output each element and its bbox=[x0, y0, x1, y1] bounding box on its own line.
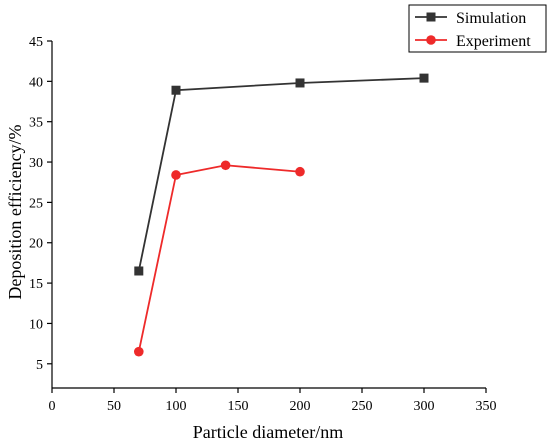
y-axis-label: Deposition efficiency/% bbox=[5, 124, 25, 299]
y-tick-label: 15 bbox=[29, 277, 43, 292]
legend-label-simulation: Simulation bbox=[456, 10, 526, 27]
data-point-simulation bbox=[134, 266, 144, 276]
series-line-simulation bbox=[137, 77, 425, 272]
x-tick-label: 200 bbox=[290, 399, 311, 414]
x-tick-label: 250 bbox=[352, 399, 373, 414]
legend-label-experiment: Experiment bbox=[456, 33, 531, 50]
series-line-experiment bbox=[137, 164, 301, 352]
legend-marker-simulation bbox=[426, 12, 436, 22]
legend: Simulation Experiment bbox=[408, 4, 547, 53]
series-layer bbox=[134, 73, 429, 357]
y-tick-label: 5 bbox=[36, 358, 43, 373]
data-point-simulation bbox=[419, 73, 429, 83]
y-tick-label: 45 bbox=[29, 35, 43, 50]
y-tick-label: 40 bbox=[29, 75, 43, 90]
data-point-simulation bbox=[295, 78, 305, 88]
data-point-simulation bbox=[171, 85, 181, 95]
data-point-experiment bbox=[134, 346, 144, 357]
y-tick-label: 30 bbox=[29, 156, 43, 171]
y-tick-label: 25 bbox=[29, 196, 43, 211]
y-tick-label: 10 bbox=[29, 317, 43, 332]
x-tick-label: 300 bbox=[414, 399, 435, 414]
x-tick-label: 350 bbox=[476, 399, 497, 414]
x-tick-label: 100 bbox=[166, 399, 187, 414]
data-point-experiment bbox=[295, 166, 305, 177]
data-point-experiment bbox=[171, 170, 181, 180]
y-tick-label: 35 bbox=[29, 116, 43, 131]
x-tick-label: 150 bbox=[228, 399, 249, 414]
y-tick-label: 20 bbox=[29, 237, 43, 252]
x-axis-label: Particle diameter/nm bbox=[193, 422, 343, 442]
x-tick-label: 50 bbox=[107, 399, 121, 414]
data-point-experiment bbox=[220, 160, 231, 171]
legend-marker-experiment bbox=[426, 35, 436, 45]
axes: 0 50 100 150 200 250 300 350 5 10 15 20 25 30 35 40 45 bbox=[29, 35, 497, 414]
x-tick-label: 0 bbox=[49, 399, 56, 414]
